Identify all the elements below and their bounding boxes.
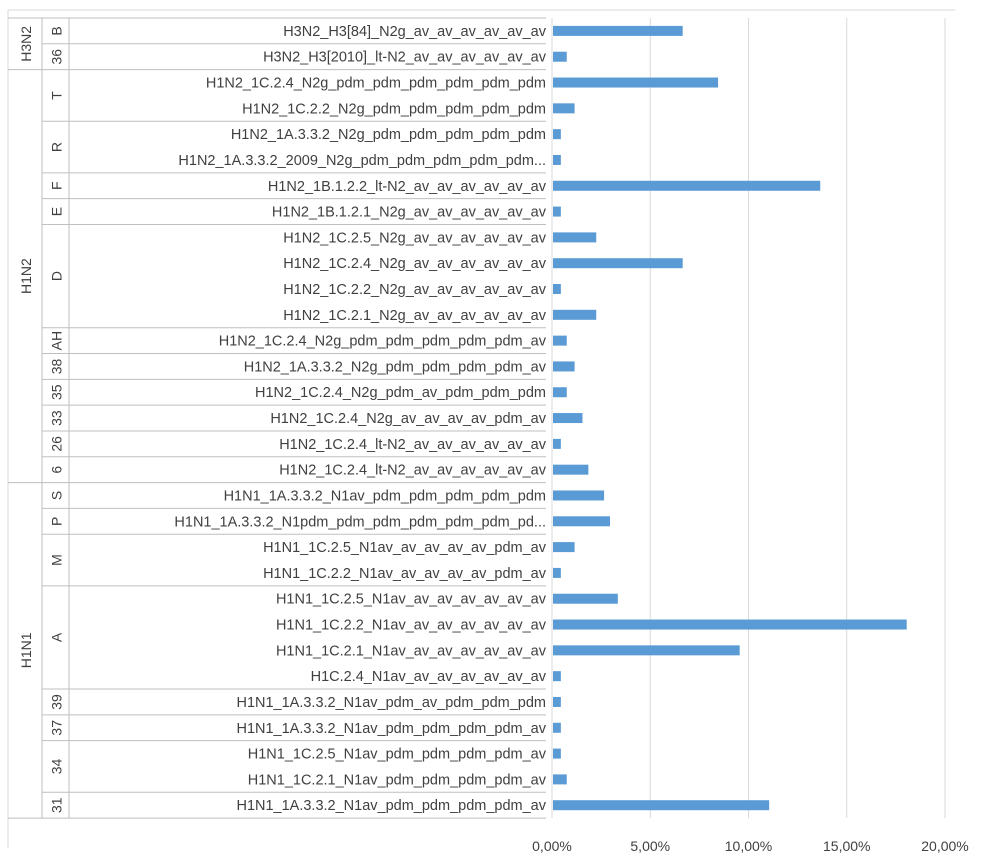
subgroup-label: F: [49, 181, 65, 190]
bar: [553, 774, 567, 785]
bar: [553, 25, 683, 36]
x-tick-label: 0,00%: [532, 838, 572, 854]
subgroup-label: R: [49, 142, 65, 152]
row-label: H1N1_1A.3.3.2_N1av_pdm_av_pdm_pdm_pdm: [236, 695, 546, 711]
row-label: H1N1_1C.2.5_N1av_av_av_av_av_av_av: [276, 592, 547, 608]
row-label: H1N2_1A.3.3.2_N2g_pdm_pdm_pdm_pdm_av: [244, 359, 547, 375]
bar: [553, 387, 567, 398]
bar: [553, 129, 561, 140]
bar: [553, 232, 597, 243]
row-label: H1N2_1C.2.4_N2g_pdm_pdm_pdm_pdm_pdm_pdm: [206, 76, 546, 92]
row-label: H3N2_H3[84]_N2g_av_av_av_av_av_av: [283, 24, 547, 40]
bar: [553, 671, 561, 682]
row-label: H1N2_1C.2.5_N2g_av_av_av_av_av_av: [283, 230, 547, 246]
row-label: H1N2_1C.2.4_N2g_av_av_av_av_av_av: [283, 256, 547, 272]
bar: [553, 77, 719, 88]
row-label: H1N2_1C.2.4_lt-N2_av_av_av_av_av_av: [279, 437, 547, 453]
subgroup-label: 34: [49, 758, 65, 774]
bar: [553, 567, 561, 578]
subgroup-label: P: [49, 517, 65, 526]
subgroup-label: 36: [49, 49, 65, 65]
row-label: H1N2_1C.2.4_N2g_av_av_av_av_pdm_av: [270, 411, 546, 427]
row-label: H1N2_1B.1.2.2_lt-N2_av_av_av_av_av_av: [268, 179, 547, 195]
subgroup-label: A: [49, 632, 65, 642]
row-label: H1N1_1C.2.2_N1av_av_av_av_av_pdm_av: [263, 566, 547, 582]
row-label: H1N1_1A.3.3.2_N1av_pdm_pdm_pdm_pdm_av: [236, 798, 546, 814]
bar: [553, 619, 907, 630]
x-tick-label: 20,00%: [921, 838, 968, 854]
bar: [553, 464, 589, 475]
bar: [553, 542, 575, 553]
subgroup-label: 26: [49, 436, 65, 452]
row-label: H3N2_H3[2010]_lt-N2_av_av_av_av_av_av: [263, 50, 547, 66]
subgroup-label: D: [49, 271, 65, 281]
bar: [553, 438, 561, 449]
row-label: H1N1_1C.2.1_N1av_av_av_av_av_av_av: [276, 643, 547, 659]
subgroup-label: S: [49, 491, 65, 500]
row-label: H1N1_1C.2.5_N1av_pdm_pdm_pdm_pdm_av: [248, 747, 547, 763]
bar: [553, 180, 821, 191]
bar: [553, 722, 561, 733]
x-tick-label: 15,00%: [823, 838, 870, 854]
row-label: H1N2_1C.2.2_N2g_av_av_av_av_av_av: [283, 282, 547, 298]
row-label: H1N2_1B.1.2.1_N2g_av_av_av_av_av_av: [272, 205, 547, 221]
bar: [553, 154, 561, 165]
bar: [553, 696, 561, 707]
subgroup-label: B: [49, 26, 65, 35]
bar: [553, 284, 561, 295]
row-label: H1N1_1A.3.3.2_N1av_pdm_pdm_pdm_pdm_pdm: [224, 488, 546, 504]
bar: [553, 309, 597, 320]
row-label: H1N1_1C.2.5_N1av_av_av_av_av_pdm_av: [263, 540, 547, 556]
bar: [553, 593, 618, 604]
row-label: H1N1_1C.2.1_N1av_pdm_pdm_pdm_pdm_av: [248, 772, 547, 788]
row-label: H1C.2.4_N1av_av_av_av_av_av_av: [311, 669, 547, 685]
row-label: H1N1_1A.3.3.2_N1av_pdm_pdm_pdm_pdm_av: [236, 721, 546, 737]
row-label: H1N2_1C.2.4_N2g_pdm_pdm_pdm_pdm_pdm_av: [219, 334, 547, 350]
bar: [553, 413, 583, 424]
subgroup-label: 31: [49, 797, 65, 813]
group-label: H1N1: [18, 632, 34, 668]
row-label: H1N2_1A.3.3.2_N2g_pdm_pdm_pdm_pdm_pdm: [231, 127, 546, 143]
subgroup-label: T: [49, 91, 65, 100]
subgroup-label: 6: [49, 466, 65, 474]
subgroup-label: 33: [49, 410, 65, 426]
subgroup-label: 37: [49, 720, 65, 736]
row-label: H1N2_1C.2.1_N2g_av_av_av_av_av_av: [283, 308, 547, 324]
bar: [553, 645, 740, 656]
row-label: H1N2_1C.2.4_lt-N2_av_av_av_av_av_av: [279, 463, 547, 479]
bar: [553, 748, 561, 759]
subgroup-label: E: [49, 207, 65, 216]
bar: [553, 516, 610, 527]
row-label: H1N2_1A.3.3.2_2009_N2g_pdm_pdm_pdm_pdm_p…: [178, 153, 546, 169]
subgroup-label: AH: [49, 331, 65, 350]
bar: [553, 103, 575, 114]
bar: [553, 800, 770, 811]
group-label: H3N2: [18, 26, 34, 62]
subgroup-label: M: [49, 554, 65, 566]
x-tick-label: 10,00%: [725, 838, 772, 854]
bar: [553, 51, 567, 62]
row-label: H1N2_1C.2.2_N2g_pdm_pdm_pdm_pdm_pdm: [242, 101, 546, 117]
bar: [553, 206, 561, 217]
row-label: H1N1_1A.3.3.2_N1pdm_pdm_pdm_pdm_pdm_pdm_…: [174, 514, 546, 530]
bar: [553, 490, 605, 501]
group-label: H1N2: [18, 258, 34, 294]
bar: [553, 335, 567, 346]
subgroup-label: 39: [49, 694, 65, 710]
bar: [553, 258, 683, 269]
subgroup-label: 35: [49, 384, 65, 400]
subgroup-label: 38: [49, 358, 65, 374]
row-label: H1N2_1C.2.4_N2g_pdm_av_pdm_pdm_pdm: [255, 385, 546, 401]
row-label: H1N1_1C.2.2_N1av_av_av_av_av_av_av: [276, 618, 547, 634]
bar: [553, 361, 575, 372]
x-tick-label: 5,00%: [630, 838, 670, 854]
